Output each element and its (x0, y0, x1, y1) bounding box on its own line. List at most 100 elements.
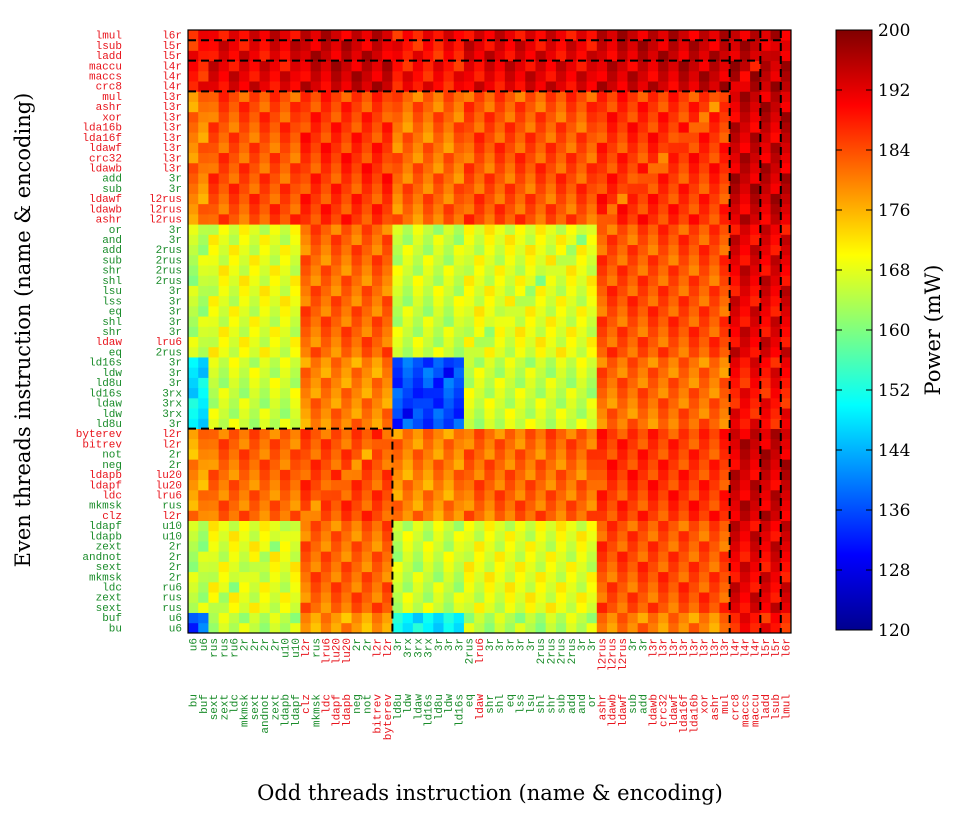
heatmap-cell (780, 418, 792, 429)
heatmap-cell (228, 70, 240, 82)
heatmap-cell (463, 183, 475, 194)
heatmap-cell (290, 91, 301, 102)
heatmap-cell (453, 408, 465, 419)
heatmap-cell (371, 459, 383, 470)
heatmap-cell (484, 326, 496, 338)
heatmap-cell (617, 622, 628, 634)
heatmap-cell (555, 203, 567, 215)
heatmap-cell (463, 81, 475, 92)
heatmap-cell (423, 336, 434, 348)
y-tick-name: neg (102, 460, 122, 472)
heatmap-cell (382, 60, 393, 72)
heatmap-cell (617, 50, 628, 62)
heatmap-cell (269, 193, 281, 205)
heatmap-cell (607, 357, 618, 368)
heatmap-cell (586, 520, 598, 532)
heatmap-cell (780, 132, 792, 143)
heatmap-cell (627, 571, 639, 583)
heatmap-cell (739, 530, 751, 542)
heatmap-cell (474, 541, 485, 552)
heatmap-cell (453, 254, 465, 266)
x-tick-name: ld16s (424, 694, 436, 727)
heatmap-cell (770, 183, 782, 194)
heatmap-cell (269, 40, 281, 51)
heatmap-cell (699, 397, 710, 409)
heatmap-cell (239, 459, 250, 470)
heatmap-cell (699, 346, 710, 358)
heatmap-cell (371, 449, 383, 460)
heatmap-cell (596, 40, 608, 51)
heatmap-cell (484, 561, 496, 573)
heatmap-cell (555, 91, 567, 102)
heatmap-cell (412, 81, 424, 92)
heatmap-cell (760, 121, 771, 133)
heatmap-cell (228, 81, 240, 92)
heatmap-cell (371, 387, 383, 399)
heatmap-cell (770, 213, 782, 225)
heatmap-cell (239, 500, 250, 511)
heatmap-cell (453, 489, 465, 501)
heatmap-cell (688, 397, 700, 409)
heatmap-cell (218, 265, 230, 276)
heatmap-cell (688, 50, 700, 62)
heatmap-cell (463, 295, 475, 307)
heatmap-cell (320, 489, 332, 501)
heatmap-cell (494, 265, 506, 276)
heatmap-cell (780, 162, 792, 174)
heatmap-cell (371, 81, 383, 92)
heatmap-cell (658, 326, 669, 338)
heatmap-cell (699, 295, 710, 307)
heatmap-cell (739, 357, 751, 368)
heatmap-cell (576, 254, 587, 266)
heatmap-cell (525, 612, 536, 624)
heatmap-cell (463, 224, 475, 235)
heatmap-cell (290, 60, 301, 72)
heatmap-cell (627, 70, 639, 82)
heatmap-cell (371, 612, 383, 624)
heatmap-cell (596, 254, 608, 266)
heatmap-cell (433, 213, 444, 225)
heatmap-cell (545, 316, 557, 327)
heatmap-cell (719, 377, 731, 389)
heatmap-cell (402, 213, 414, 225)
heatmap-cell (699, 244, 710, 256)
heatmap-cell (576, 203, 587, 215)
heatmap-cell (739, 459, 751, 470)
heatmap-cell (351, 265, 363, 276)
heatmap-cell (331, 91, 342, 102)
heatmap-cell (617, 40, 628, 51)
heatmap-cell (576, 408, 587, 419)
heatmap-cell (474, 285, 485, 297)
heatmap-cell (331, 132, 342, 143)
heatmap-cell (566, 285, 577, 297)
heatmap-cell (392, 489, 404, 501)
heatmap-cell (300, 500, 312, 511)
heatmap-cell (596, 183, 608, 194)
heatmap-cell (566, 336, 577, 348)
heatmap-cell (760, 561, 771, 573)
y-tick-name: shr (102, 266, 122, 278)
heatmap-cell (290, 561, 301, 573)
heatmap-cell (780, 111, 792, 123)
heatmap-cell (249, 551, 260, 562)
heatmap-cell (188, 162, 199, 174)
heatmap-cell (392, 541, 404, 552)
heatmap-cell (331, 224, 342, 235)
heatmap-cell (688, 132, 700, 143)
heatmap-cell (515, 203, 526, 215)
heatmap-cell (361, 234, 373, 246)
heatmap-cell (760, 265, 771, 276)
heatmap-cell (188, 479, 199, 491)
heatmap-cell (586, 50, 598, 62)
heatmap-cell (719, 234, 731, 246)
heatmap-cell (699, 121, 710, 133)
heatmap-cell (688, 357, 700, 368)
heatmap-cell (269, 346, 281, 358)
heatmap-cell (566, 81, 577, 92)
heatmap-cell (780, 438, 792, 450)
heatmap-cell (382, 213, 393, 225)
heatmap-cell (228, 367, 240, 378)
heatmap-cell (402, 408, 414, 419)
heatmap-cell (525, 91, 536, 102)
heatmap-cell (361, 510, 373, 521)
